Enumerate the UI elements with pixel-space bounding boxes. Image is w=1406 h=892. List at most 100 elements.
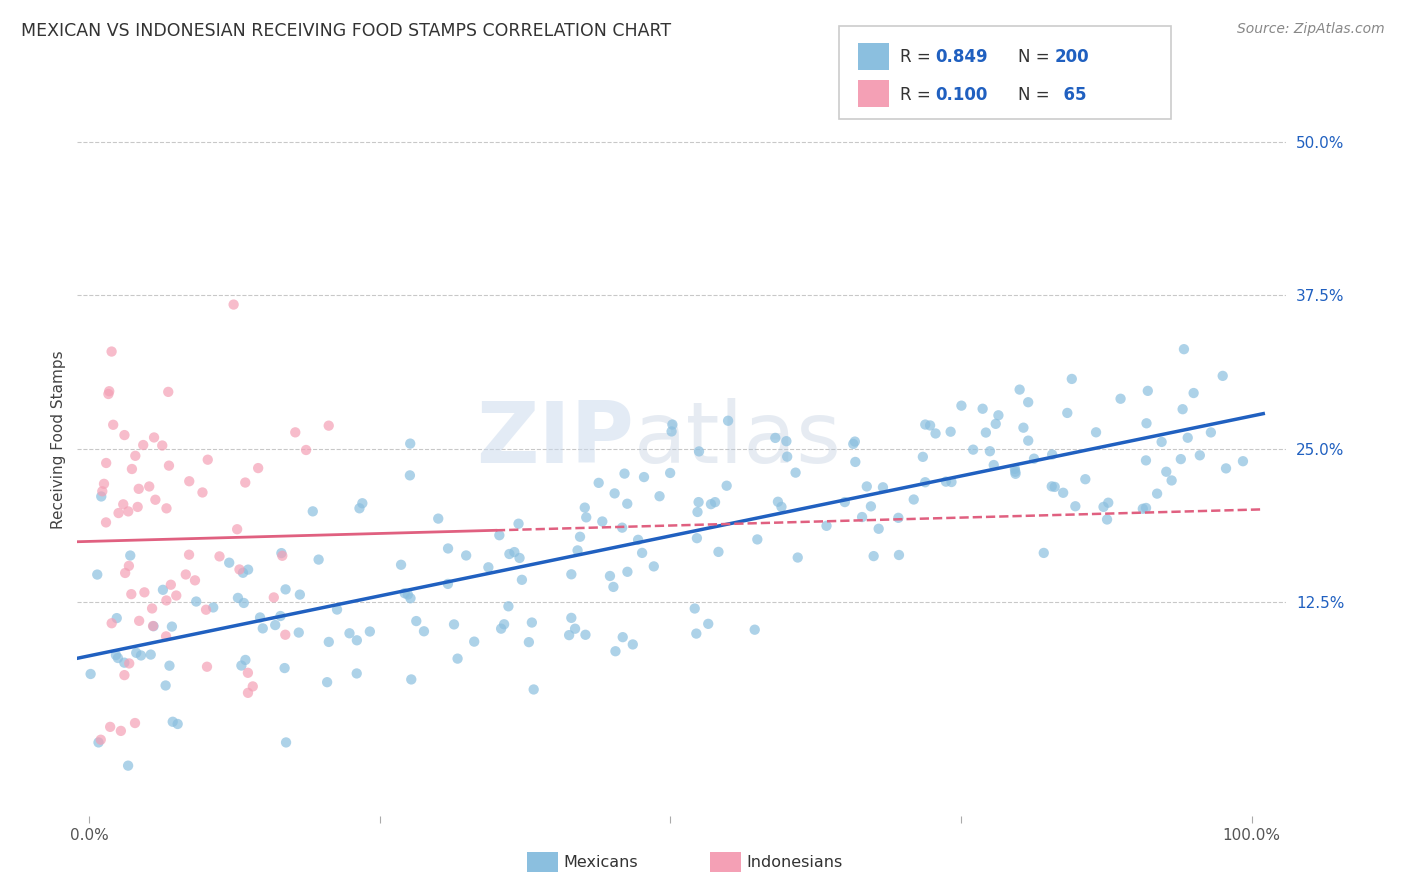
Point bbox=[1060, 372, 1083, 386]
Point bbox=[503, 545, 526, 559]
Point bbox=[1199, 425, 1222, 440]
Point bbox=[165, 589, 187, 603]
Point bbox=[763, 431, 786, 445]
Point bbox=[588, 475, 610, 490]
Point bbox=[688, 495, 710, 509]
Point bbox=[717, 414, 740, 428]
Point bbox=[903, 492, 925, 507]
Point bbox=[1135, 417, 1157, 431]
Point bbox=[1177, 431, 1199, 445]
Point bbox=[560, 567, 582, 582]
Point bbox=[859, 500, 882, 514]
Point bbox=[195, 603, 218, 617]
Point bbox=[1085, 425, 1108, 440]
Point bbox=[1171, 402, 1194, 417]
Point bbox=[560, 611, 582, 625]
Point bbox=[1135, 500, 1157, 515]
Point bbox=[86, 567, 108, 582]
Point bbox=[117, 758, 139, 772]
Point bbox=[844, 434, 866, 449]
Point bbox=[613, 467, 636, 481]
Point bbox=[104, 648, 127, 662]
Point bbox=[489, 622, 512, 636]
Point bbox=[107, 651, 129, 665]
Point bbox=[1056, 406, 1078, 420]
Point bbox=[232, 596, 254, 610]
Point bbox=[346, 666, 368, 681]
Point bbox=[96, 456, 118, 470]
Point bbox=[295, 442, 318, 457]
Point bbox=[339, 626, 361, 640]
Point bbox=[157, 384, 180, 399]
Point bbox=[1095, 512, 1118, 526]
Point bbox=[510, 573, 533, 587]
Point bbox=[868, 522, 890, 536]
Point bbox=[477, 560, 499, 574]
Point bbox=[94, 516, 117, 530]
Point bbox=[1160, 474, 1182, 488]
Point bbox=[138, 479, 160, 493]
Point bbox=[844, 455, 866, 469]
Point bbox=[1052, 485, 1074, 500]
Point bbox=[399, 468, 422, 483]
Point bbox=[1182, 386, 1205, 401]
Point bbox=[983, 458, 1005, 472]
Point bbox=[567, 543, 589, 558]
Point bbox=[591, 515, 613, 529]
Point bbox=[1043, 480, 1066, 494]
Point bbox=[117, 504, 139, 518]
Point bbox=[707, 545, 730, 559]
Point bbox=[195, 659, 218, 673]
Point bbox=[228, 562, 250, 576]
Point bbox=[231, 658, 253, 673]
Point bbox=[683, 601, 706, 615]
Point bbox=[120, 549, 142, 563]
Point bbox=[141, 601, 163, 615]
Point bbox=[1064, 500, 1087, 514]
Point bbox=[218, 556, 240, 570]
Point bbox=[1156, 465, 1178, 479]
Point bbox=[616, 497, 638, 511]
Point bbox=[326, 602, 349, 616]
Point bbox=[359, 624, 381, 639]
Point bbox=[143, 430, 166, 444]
Point bbox=[1150, 434, 1173, 449]
Point bbox=[226, 522, 249, 536]
Point bbox=[191, 485, 214, 500]
Point bbox=[747, 533, 769, 547]
Point bbox=[911, 450, 934, 464]
Point bbox=[610, 521, 633, 535]
Point bbox=[125, 646, 148, 660]
Point bbox=[1017, 395, 1039, 409]
Point bbox=[1008, 383, 1031, 397]
Point bbox=[616, 565, 638, 579]
Point bbox=[517, 635, 540, 649]
Point bbox=[155, 629, 177, 643]
Point bbox=[744, 623, 766, 637]
Point bbox=[132, 438, 155, 452]
Point bbox=[284, 425, 307, 440]
Point bbox=[508, 516, 530, 531]
Point bbox=[100, 344, 122, 359]
Text: R =: R = bbox=[900, 86, 936, 103]
Point bbox=[160, 578, 183, 592]
Point bbox=[605, 644, 627, 658]
Point bbox=[766, 495, 789, 509]
Point bbox=[100, 616, 122, 631]
Point bbox=[127, 500, 149, 514]
Point bbox=[166, 717, 188, 731]
Point bbox=[631, 546, 654, 560]
Point bbox=[177, 548, 200, 562]
Point bbox=[346, 633, 368, 648]
Text: R =: R = bbox=[900, 48, 936, 66]
Point bbox=[112, 668, 135, 682]
Point bbox=[352, 496, 374, 510]
Point bbox=[128, 482, 150, 496]
Point bbox=[612, 630, 634, 644]
Point bbox=[93, 476, 115, 491]
Point bbox=[162, 714, 184, 729]
Point bbox=[124, 449, 146, 463]
Point bbox=[456, 549, 478, 563]
Point bbox=[437, 577, 460, 591]
Text: N =: N = bbox=[1018, 48, 1054, 66]
